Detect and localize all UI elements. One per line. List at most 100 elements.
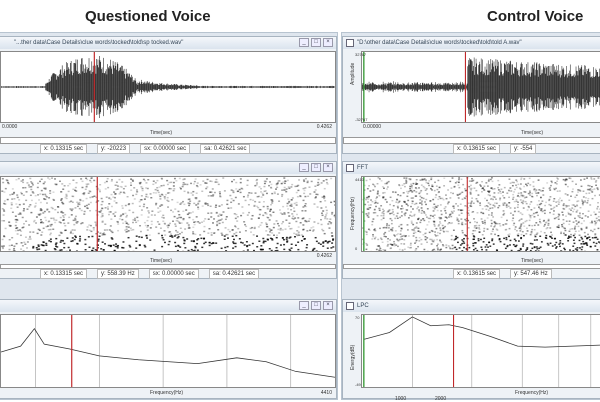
right-spectrogram-plot[interactable] xyxy=(361,176,600,252)
spectrogram-cell xyxy=(581,246,583,247)
spectrogram-cell xyxy=(30,195,32,196)
spectrogram-cell xyxy=(397,246,399,247)
spectrogram-cell xyxy=(425,199,427,200)
close-button[interactable]: × xyxy=(323,163,333,172)
spectrogram-cell xyxy=(179,178,181,179)
spectrogram-cell xyxy=(570,214,572,215)
spectrogram-cell xyxy=(496,228,498,229)
spectrogram-cell xyxy=(61,232,63,233)
spectrogram-cell xyxy=(586,227,588,228)
spectrogram-cell xyxy=(505,229,507,230)
spectrogram-cell xyxy=(568,205,570,206)
spectrogram-cell xyxy=(404,186,406,187)
spectrogram-cell xyxy=(587,200,589,201)
spectrogram-cell xyxy=(567,238,569,239)
right-lpc-plot[interactable] xyxy=(361,314,600,388)
horizontal-scrollbar[interactable] xyxy=(343,137,600,144)
spectrogram-cell xyxy=(379,210,381,211)
spectrogram-cell xyxy=(457,184,459,185)
spectrogram-cell xyxy=(3,191,5,192)
minimize-button[interactable]: _ xyxy=(299,301,309,310)
close-button[interactable]: × xyxy=(323,38,333,47)
spectrogram-cell xyxy=(233,239,235,240)
spectrogram-cell xyxy=(42,212,44,213)
spectrogram-cell xyxy=(562,204,564,205)
spectrogram-cell xyxy=(153,180,155,181)
spectrogram-cell xyxy=(23,223,25,224)
spectrogram-cell xyxy=(64,225,66,226)
spectrogram-cell xyxy=(401,228,403,229)
spectrogram-cell xyxy=(395,244,397,245)
spectrogram-cell xyxy=(506,207,508,208)
spectrogram-cell xyxy=(170,188,172,189)
spectrogram-cell xyxy=(407,229,409,230)
spectrogram-cell xyxy=(472,211,474,212)
right-waveform-plot[interactable] xyxy=(361,51,600,123)
spectrogram-cell xyxy=(145,196,147,197)
spectrogram-cell xyxy=(68,191,70,192)
spectrogram-cell xyxy=(384,236,386,237)
left-waveform-plot[interactable] xyxy=(0,51,336,123)
spectrogram-cell xyxy=(151,214,153,215)
maximize-button[interactable]: □ xyxy=(311,163,321,172)
spectrogram-cell xyxy=(107,206,109,207)
spectrogram-cell xyxy=(584,243,586,244)
spectrogram-cell xyxy=(508,202,510,203)
spectrogram-cell xyxy=(285,228,287,229)
spectrogram-cell xyxy=(192,194,194,195)
left-lpc-plot[interactable] xyxy=(0,314,336,388)
spectrogram-cell xyxy=(439,223,441,224)
x-axis-label: Frequency(Hz) xyxy=(515,390,548,396)
spectrogram-cell xyxy=(379,248,381,249)
spectrogram-cell xyxy=(436,185,438,186)
spectrogram-cell xyxy=(583,191,585,192)
spectrogram-cell xyxy=(449,181,451,182)
spectrogram-cell xyxy=(202,205,204,206)
spectrogram-cell xyxy=(47,177,49,178)
spectrogram-cell xyxy=(256,180,258,181)
spectrogram-cell xyxy=(190,192,192,193)
spectrogram-cell xyxy=(37,187,39,188)
spectrogram-cell xyxy=(471,180,473,181)
spectrogram-cell xyxy=(413,235,415,236)
spectrogram-cell xyxy=(460,203,462,204)
cursor-x: x: 0.13315 sec xyxy=(40,269,87,279)
spectrogram-cell xyxy=(539,236,541,237)
spectrogram-cell xyxy=(432,215,434,216)
spectrogram-cell xyxy=(175,225,177,226)
spectrogram-cell xyxy=(16,243,18,244)
spectrogram-cell xyxy=(487,185,489,186)
spectrogram-cell xyxy=(274,193,276,194)
spectrogram-cell xyxy=(90,225,92,226)
spectrogram-cell xyxy=(99,191,101,192)
spectrogram-cell xyxy=(164,242,166,243)
left-spectrogram-plot[interactable] xyxy=(0,176,336,252)
minimize-button[interactable]: _ xyxy=(299,38,309,47)
close-button[interactable]: × xyxy=(323,301,333,310)
horizontal-scrollbar[interactable] xyxy=(0,137,336,144)
spectrogram-cell xyxy=(551,237,553,238)
spectrogram-cell xyxy=(268,185,270,186)
spectrogram-cell xyxy=(534,207,536,208)
spectrogram-cell xyxy=(54,178,56,179)
spectrogram-cell xyxy=(196,193,198,194)
spectrogram-cell xyxy=(576,194,578,195)
lpc-curve xyxy=(1,329,335,378)
spectrogram-cell xyxy=(538,200,540,201)
spectrogram-cell xyxy=(501,189,503,190)
spectrogram-cell xyxy=(109,229,111,230)
cursor-y: y: 547.46 Hz xyxy=(510,269,552,279)
spectrogram-cell xyxy=(507,234,509,235)
spectrogram-cell xyxy=(235,182,237,183)
spectrogram-cell xyxy=(523,235,525,236)
spectrogram-cell xyxy=(574,206,576,207)
spectrogram-cell xyxy=(433,241,435,242)
spectrogram-cell xyxy=(317,182,319,183)
spectrogram-cell xyxy=(458,223,460,224)
spectrogram-cell xyxy=(387,241,389,242)
maximize-button[interactable]: □ xyxy=(311,38,321,47)
minimize-button[interactable]: _ xyxy=(299,163,309,172)
spectrogram-cell xyxy=(530,243,532,244)
spectrogram-cell xyxy=(297,190,299,191)
maximize-button[interactable]: □ xyxy=(311,301,321,310)
